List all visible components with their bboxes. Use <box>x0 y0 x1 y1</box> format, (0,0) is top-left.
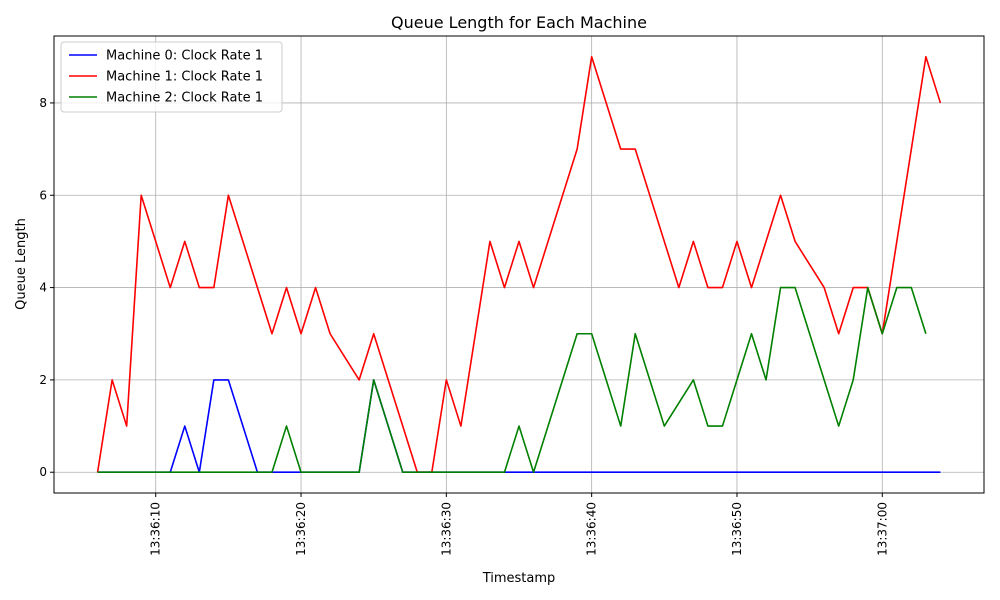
legend-entry-label: Machine 2: Clock Rate 1 <box>106 91 263 106</box>
x-tick-label: 13:36:20 <box>294 502 308 556</box>
series-lines <box>96 55 942 474</box>
y-tick-label: 8 <box>39 96 47 110</box>
legend-box <box>60 41 283 113</box>
legend-entry-label: Machine 1: Clock Rate 1 <box>106 70 263 85</box>
y-axis-label: Queue Length <box>14 218 29 310</box>
legend: Machine 0: Clock Rate 1 Machine 1: Clock … <box>60 41 283 113</box>
plot-frame <box>53 35 985 494</box>
series-line-machine-2 <box>97 286 927 474</box>
y-tick-label: 4 <box>39 281 47 295</box>
chart-title: Queue Length for Each Machine <box>391 13 647 32</box>
x-tick-label: 13:37:00 <box>875 502 889 556</box>
y-tick-label: 0 <box>39 465 47 479</box>
y-tick-label: 6 <box>39 188 47 202</box>
x-tick-label: 13:36:10 <box>149 502 163 556</box>
x-tick-label: 13:36:50 <box>730 502 744 556</box>
axis-ticks: 13:36:10 13:36:20 13:36:30 13:36:40 13:36:50… <box>39 96 889 556</box>
legend-entry-label: Machine 0: Clock Rate 1 <box>106 49 263 64</box>
x-tick-label: 13:36:40 <box>585 502 599 556</box>
x-axis-label: Timestamp <box>482 571 556 586</box>
y-tick-label: 2 <box>39 373 47 387</box>
x-tick-label: 13:36:30 <box>439 502 453 556</box>
series-line-machine-1 <box>96 55 942 474</box>
